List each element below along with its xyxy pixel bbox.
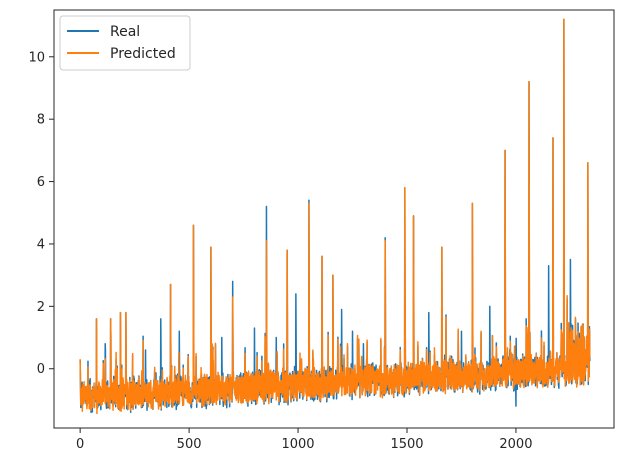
series-line-predicted xyxy=(79,18,591,415)
y-tick-label: 10 xyxy=(28,50,45,65)
series-layer xyxy=(79,18,591,415)
axes-frame xyxy=(53,9,615,429)
y-axis: 0 2 4 6 8 10 xyxy=(28,50,54,377)
x-tick-label: 1500 xyxy=(390,437,423,452)
y-tick-label: 8 xyxy=(37,113,45,128)
x-tick-label: 0 xyxy=(76,437,84,452)
x-axis: 0 500 1000 1500 2000 xyxy=(76,428,532,452)
legend-label-predicted: Predicted xyxy=(110,46,176,62)
x-tick-label: 500 xyxy=(177,437,202,452)
legend: Real Predicted xyxy=(59,15,191,71)
y-tick-label: 0 xyxy=(37,362,45,377)
y-tick-label: 4 xyxy=(37,237,45,252)
x-tick-label: 1000 xyxy=(281,437,314,452)
y-tick-label: 2 xyxy=(37,300,45,315)
legend-box xyxy=(59,15,191,71)
legend-label-real: Real xyxy=(110,24,140,40)
x-tick-label: 2000 xyxy=(499,437,532,452)
y-tick-label: 6 xyxy=(37,175,45,190)
